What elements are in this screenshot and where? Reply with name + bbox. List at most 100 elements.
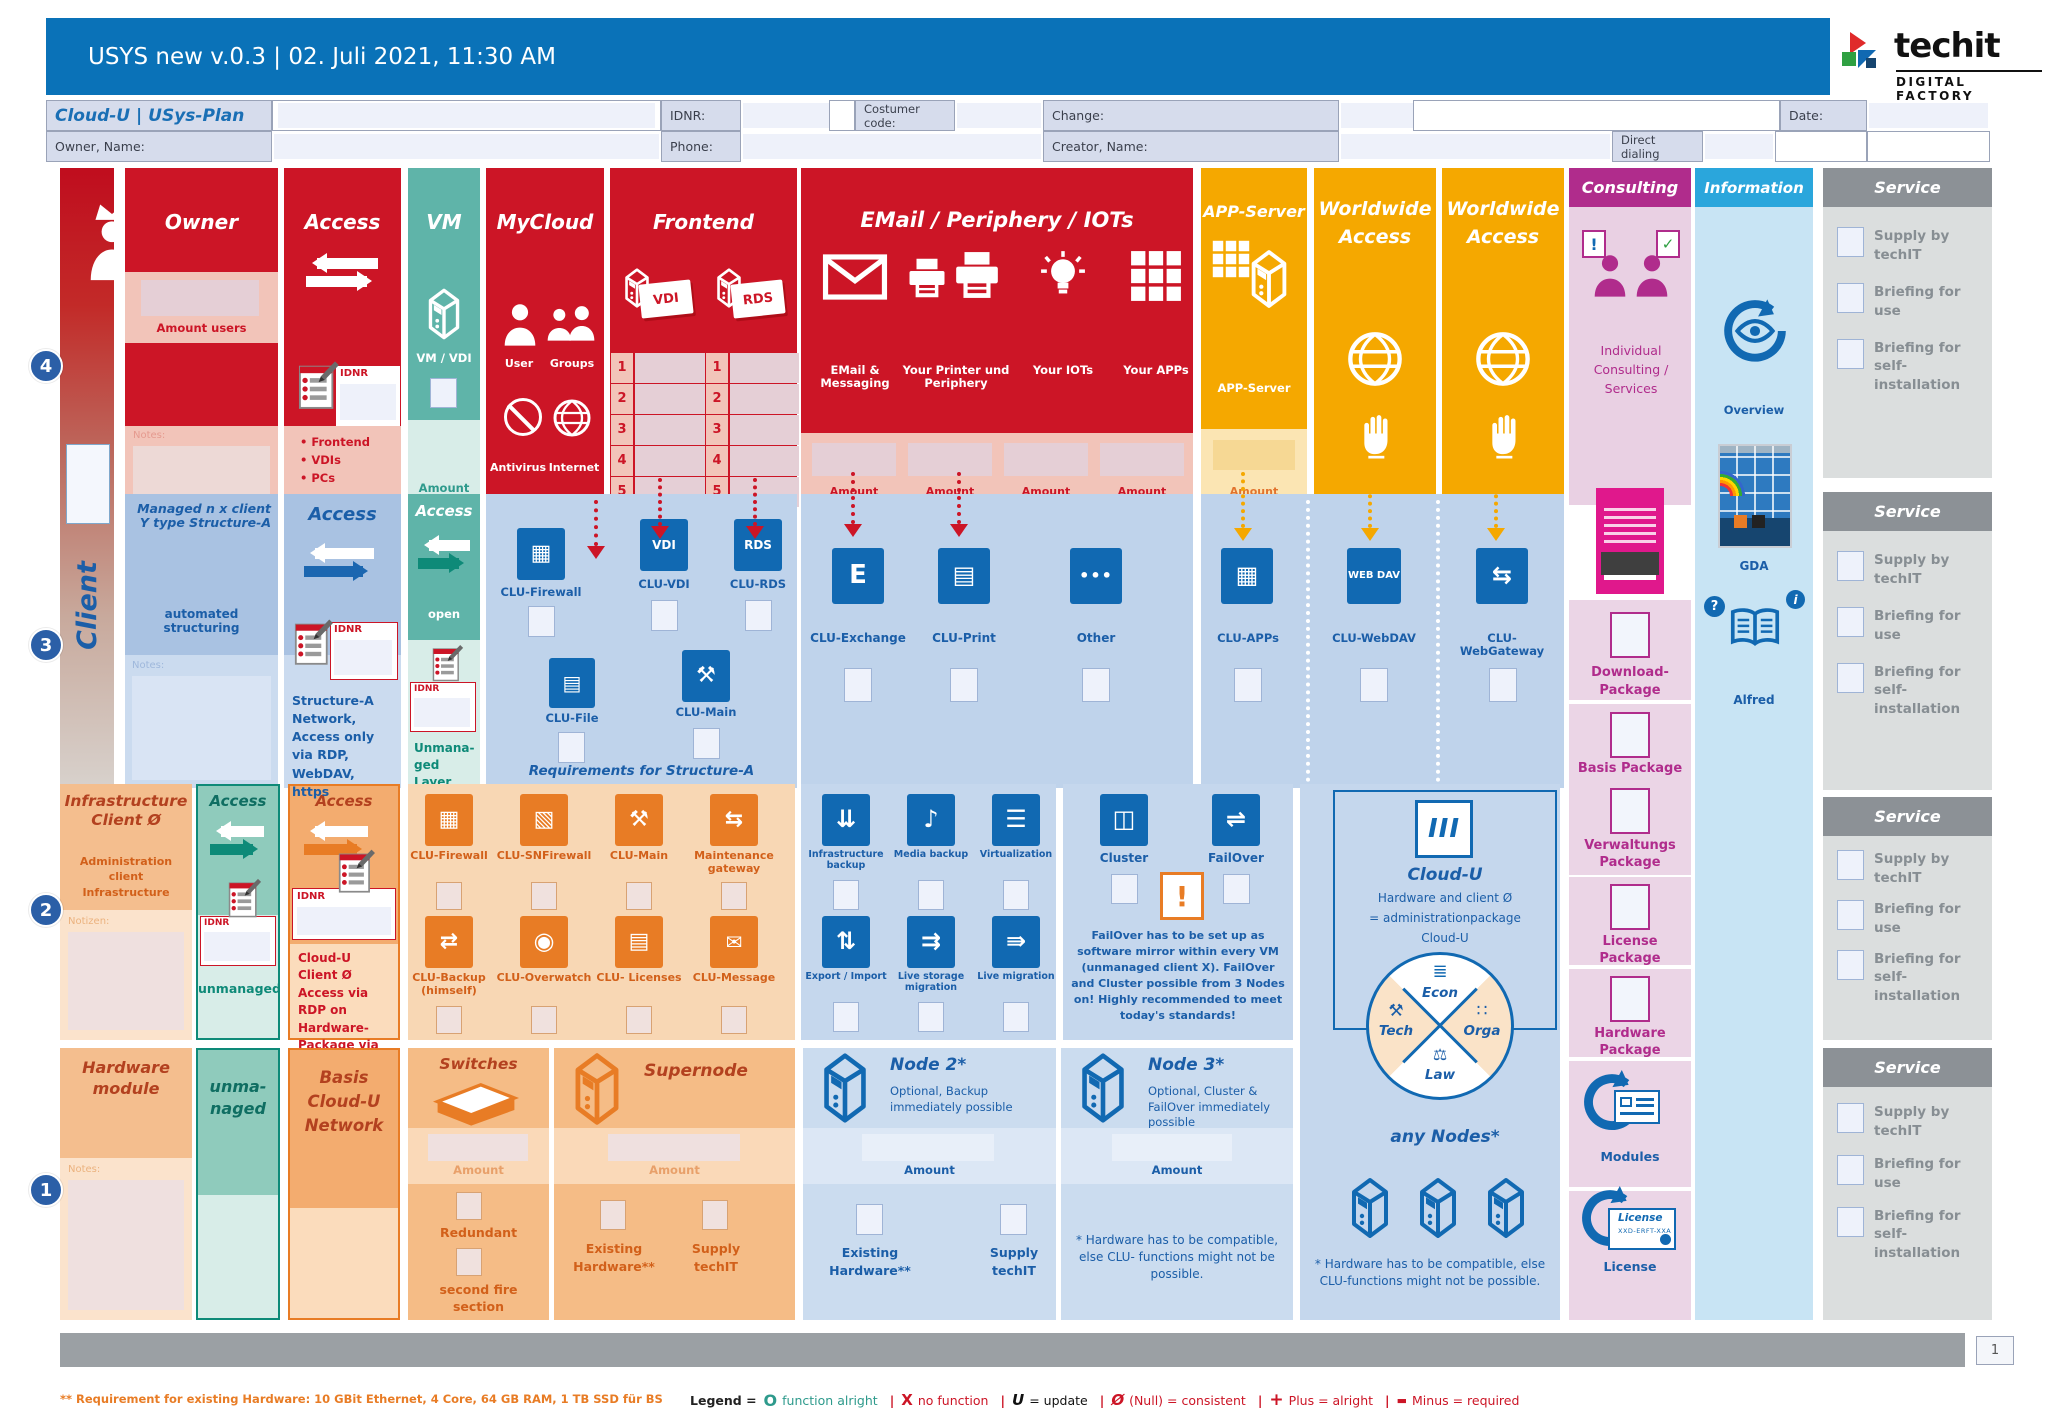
clu2-backup-checkbox[interactable]: [436, 1006, 462, 1034]
idnr-input[interactable]: [743, 103, 829, 128]
direct-dialing-input[interactable]: [1705, 134, 1773, 159]
vm-checkbox[interactable]: [430, 378, 457, 408]
verwaltungs-package-checkbox[interactable]: [1610, 788, 1650, 834]
information-title-text: Information: [1704, 178, 1804, 197]
clu-vdi-checkbox[interactable]: [651, 600, 678, 631]
appserver-amount-input[interactable]: [1213, 440, 1295, 470]
legend-x-glyph: X: [901, 1391, 913, 1409]
clu2-main-checkbox[interactable]: [626, 882, 652, 910]
service-4-briefing-use-checkbox[interactable]: [1837, 1154, 1864, 1185]
service-3-briefing-use-checkbox[interactable]: [1837, 899, 1864, 930]
service-2-briefing-self-checkbox[interactable]: [1837, 662, 1864, 693]
clu2-licenses-checkbox[interactable]: [626, 1006, 652, 1034]
node2-supply-checkbox[interactable]: [1000, 1204, 1027, 1235]
service-2-supply-checkbox[interactable]: [1837, 551, 1864, 581]
clu-file-checkbox[interactable]: [558, 732, 585, 763]
hardware-package-checkbox[interactable]: [1610, 976, 1650, 1022]
infrastructure-sub: Administration client Infrastructure: [79, 855, 173, 899]
service-1-briefing-use-checkbox[interactable]: [1837, 282, 1864, 313]
node2-existing-checkbox[interactable]: [856, 1204, 883, 1235]
amount-users-input[interactable]: [141, 280, 259, 316]
service-4-body: Supply by techIT Briefing for use Briefi…: [1823, 1087, 1992, 1320]
frontend-vdi-row-input[interactable]: [634, 384, 705, 414]
media-backup-checkbox[interactable]: [918, 880, 944, 910]
live-migration-checkbox[interactable]: [1003, 1002, 1029, 1032]
plan-input[interactable]: [278, 103, 655, 128]
owner-name-input[interactable]: [274, 134, 659, 159]
frontend-rds-row-input[interactable]: [729, 415, 799, 445]
supernode-amount-input[interactable]: [608, 1134, 740, 1161]
clu-rds-checkbox[interactable]: [745, 600, 772, 631]
clu-webgateway-checkbox[interactable]: [1489, 668, 1517, 702]
clu-apps-checkbox[interactable]: [1234, 668, 1262, 702]
clu2-message-checkbox[interactable]: [721, 1006, 747, 1034]
failover-checkbox[interactable]: [1223, 874, 1250, 904]
creator-name-input[interactable]: [1341, 134, 1610, 159]
customer-code-input[interactable]: [957, 103, 1041, 128]
service-4-supply-checkbox[interactable]: [1837, 1103, 1864, 1133]
infrastructure-backup-checkbox[interactable]: [833, 880, 859, 910]
service-3-briefing-self-checkbox[interactable]: [1837, 949, 1864, 980]
maintenance-gateway-checkbox[interactable]: [721, 882, 747, 910]
switches-redundant-checkbox[interactable]: [456, 1192, 482, 1220]
supernode-existing-checkbox[interactable]: [600, 1200, 626, 1230]
rail-blank-box: [66, 444, 110, 524]
clu-print-checkbox[interactable]: [950, 668, 978, 702]
switches-amount-input[interactable]: [428, 1134, 528, 1161]
basis-network-title: Basis Cloud-U Network: [304, 1068, 384, 1135]
printer-amount-input[interactable]: [908, 443, 992, 476]
download-package-checkbox[interactable]: [1610, 612, 1650, 658]
iots-amount-input[interactable]: [1004, 443, 1088, 476]
virtualization-label: Virtualization: [979, 849, 1053, 860]
date-input[interactable]: [1869, 103, 1988, 128]
cluster-checkbox[interactable]: [1111, 874, 1138, 904]
supernode-supply-checkbox[interactable]: [702, 1200, 728, 1230]
hardware-notes-input[interactable]: [68, 1180, 184, 1310]
clu-main-checkbox[interactable]: [693, 728, 720, 759]
email-amount-input[interactable]: [812, 443, 896, 476]
managed-notes-input[interactable]: [132, 676, 271, 780]
clu-firewall-checkbox[interactable]: [528, 606, 555, 637]
frontend-vdi-row-input[interactable]: [634, 415, 705, 445]
infrastructure-notes-input[interactable]: [68, 932, 184, 1030]
plan-title-cell: Cloud-U | USys-Plan: [46, 100, 272, 131]
frontend-rds-row-input[interactable]: [729, 353, 799, 383]
access2-unmanaged-idnr-input[interactable]: [204, 932, 270, 961]
service-4-briefing-self-checkbox[interactable]: [1837, 1206, 1864, 1237]
clu-main-icon: ⚒: [682, 650, 730, 702]
supernode-existing-label: Existing Hardware**: [573, 1241, 655, 1274]
access4-idnr-input[interactable]: [340, 384, 396, 420]
clu-webdav-checkbox[interactable]: [1360, 668, 1388, 702]
frontend-rds-row-input[interactable]: [729, 384, 799, 414]
owner-notes-input[interactable]: [133, 446, 270, 498]
node3-amount-input[interactable]: [1112, 1134, 1232, 1161]
frontend-vdi-row-input[interactable]: [634, 446, 705, 476]
switches-fire-section-checkbox[interactable]: [456, 1248, 482, 1276]
frontend-vdi-row-input[interactable]: [634, 353, 705, 383]
node2-amount-input[interactable]: [862, 1134, 994, 1161]
change-input[interactable]: [1341, 103, 1413, 128]
clu2-snfirewall-checkbox[interactable]: [531, 882, 557, 910]
clu2-firewall-checkbox[interactable]: [436, 882, 462, 910]
service-1-supply-checkbox[interactable]: [1837, 227, 1864, 257]
frontend-rds-row-input[interactable]: [729, 446, 799, 476]
basis-package-checkbox[interactable]: [1610, 712, 1650, 758]
access2-cloudu-idnr-input[interactable]: [297, 907, 391, 935]
export-import-checkbox[interactable]: [833, 1002, 859, 1032]
license-package-checkbox[interactable]: [1610, 884, 1650, 930]
live-storage-migration-checkbox[interactable]: [918, 1002, 944, 1032]
periphery-other-checkbox[interactable]: [1082, 668, 1110, 702]
phone-input[interactable]: [743, 134, 1041, 159]
apps-amount-input[interactable]: [1100, 443, 1184, 476]
access2c-title-text: Access: [315, 792, 373, 810]
service-2-briefing-use-checkbox[interactable]: [1837, 606, 1864, 637]
virtualization-checkbox[interactable]: [1003, 880, 1029, 910]
legend-minus-glyph: ▬: [1396, 1393, 1408, 1407]
access3x-idnr-input[interactable]: [414, 698, 470, 727]
service-1-briefing-self-checkbox[interactable]: [1837, 338, 1864, 369]
access3a-idnr-input[interactable]: [334, 640, 392, 675]
clu-exchange-checkbox[interactable]: [844, 668, 872, 702]
clu2-overwatch-checkbox[interactable]: [531, 1006, 557, 1034]
level-3-number: 3: [39, 634, 53, 656]
service-3-supply-checkbox[interactable]: [1837, 850, 1864, 880]
